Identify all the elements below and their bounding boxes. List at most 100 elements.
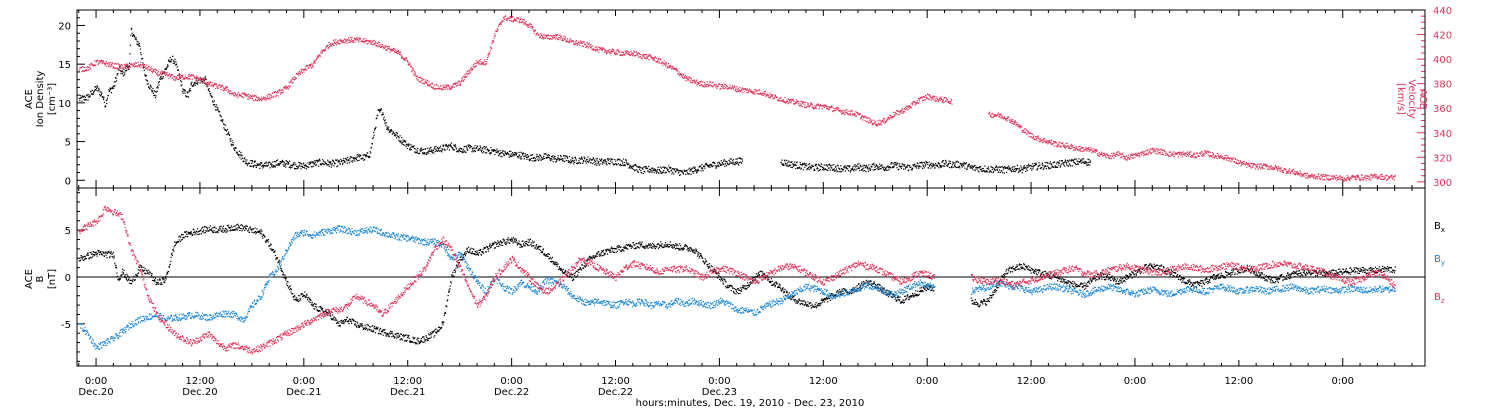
velocity-point-1275 (630, 53, 632, 55)
velocity-point-2495 (1195, 157, 1197, 159)
density-point-540 (312, 161, 314, 163)
velocity-point-2490 (1193, 153, 1195, 155)
velocity-point-702 (382, 45, 384, 47)
density-point-796 (423, 152, 425, 154)
velocity-point-1782 (850, 114, 852, 116)
velocity-point-1219 (606, 50, 608, 52)
density-point-1526 (739, 157, 741, 159)
density-ytick-label: 0 (65, 176, 71, 187)
velocity-point-1483 (720, 87, 722, 89)
density-point-1480 (719, 163, 721, 165)
density-point-847 (445, 143, 447, 145)
velocity-point-1310 (645, 53, 647, 56)
velocity-point-629 (351, 39, 353, 41)
velocity-point-2366 (1139, 156, 1141, 158)
velocity-point-2243 (1086, 150, 1088, 152)
density-point-1697 (851, 168, 853, 171)
density-point-1892 (935, 164, 937, 166)
density-point-1625 (820, 165, 822, 168)
velocity-point-1229 (610, 52, 612, 54)
velocity-point-256 (189, 78, 191, 80)
velocity-point-277 (198, 78, 200, 80)
velocity-point-297 (207, 83, 209, 85)
density-point-1239 (615, 160, 617, 162)
velocity-point-2508 (1200, 151, 1202, 153)
density-point-1559 (791, 167, 793, 169)
density-point-1333 (655, 172, 657, 174)
density-point-989 (506, 151, 509, 153)
density-point-1482 (720, 164, 722, 166)
density-point-788 (419, 150, 421, 152)
velocity-point-1556 (752, 91, 754, 93)
density-point-1948 (960, 163, 962, 165)
density-point-839 (441, 149, 444, 151)
density-point-965 (496, 148, 498, 150)
velocity-point-1543 (746, 88, 748, 90)
density-point-2138 (1042, 164, 1044, 167)
velocity-point-1529 (740, 89, 742, 92)
density-point-794 (422, 153, 424, 155)
velocity-point-1655 (795, 101, 797, 103)
density-point-2216 (1076, 164, 1078, 166)
density-point-68 (108, 89, 110, 91)
velocity-point-1544 (747, 89, 749, 91)
velocity-point-1202 (599, 49, 601, 51)
density-point-630 (351, 156, 353, 159)
velocity-point-811 (429, 84, 431, 86)
density-point-932 (482, 152, 484, 154)
velocity-point-1017 (519, 20, 521, 22)
velocity-point-1252 (620, 51, 622, 53)
density-point-1122 (564, 157, 566, 159)
density-point-1176 (587, 161, 589, 163)
velocity-point-2524 (1207, 154, 1209, 156)
velocity-point-2076 (1013, 121, 1015, 123)
density-point-396 (250, 159, 252, 162)
density-point-1945 (958, 165, 960, 167)
velocity-point-956 (492, 41, 494, 43)
velocity-point-677 (371, 41, 373, 43)
density-point-2178 (1059, 166, 1061, 168)
velocity-point-750 (403, 59, 405, 61)
velocity-point-1424 (695, 82, 697, 84)
velocity-point-697 (380, 44, 382, 46)
density-point-1735 (867, 170, 870, 172)
velocity-point-1582 (763, 91, 765, 93)
velocity-point-1763 (841, 112, 844, 114)
velocity-point-20 (87, 70, 89, 72)
density-point-263 (192, 85, 194, 87)
density-point-576 (328, 164, 330, 166)
velocity-point-993 (508, 17, 510, 19)
velocity-point-989 (506, 18, 509, 20)
density-point-1671 (840, 165, 842, 167)
density-point-1165 (583, 160, 585, 162)
velocity-point-115 (128, 67, 130, 69)
velocity-point-2326 (1122, 152, 1124, 154)
density-point-1936 (954, 166, 957, 168)
velocity-point-1403 (686, 75, 688, 77)
velocity-point-1991 (940, 97, 942, 99)
density-point-490 (290, 164, 292, 166)
velocity-point-1889 (896, 113, 898, 115)
velocity-point-132 (135, 62, 138, 64)
density-point-10 (83, 96, 85, 98)
density-point-952 (490, 152, 492, 154)
velocity-point-1872 (889, 117, 891, 119)
density-point-1120 (563, 154, 565, 157)
velocity-point-1054 (535, 29, 537, 31)
velocity-point-753 (404, 59, 406, 61)
velocity-point-1089 (550, 38, 552, 40)
density-point-2134 (1040, 167, 1042, 169)
density-point-494 (292, 163, 294, 165)
density-point-521 (304, 167, 306, 169)
velocity-point-1577 (761, 94, 763, 96)
velocity-point-1805 (860, 118, 862, 120)
density-point-899 (467, 145, 470, 148)
velocity-point-626 (349, 41, 351, 43)
density-point-1125 (565, 159, 567, 162)
density-point-1963 (966, 168, 968, 170)
density-point-537 (311, 161, 313, 163)
density-point-339 (225, 129, 227, 131)
density-point-400 (251, 161, 254, 163)
density-point-1797 (894, 163, 896, 165)
velocity-point-1635 (786, 99, 788, 101)
